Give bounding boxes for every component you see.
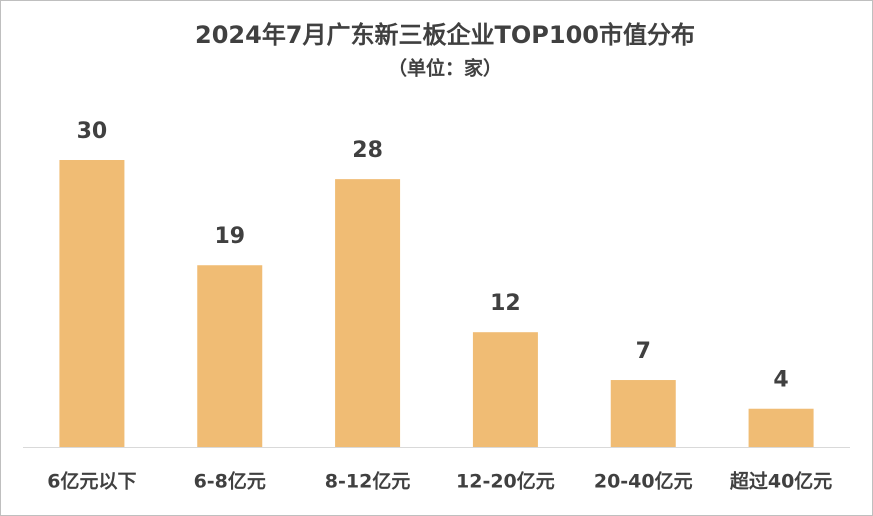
chart-subtitle: （单位：家） (388, 57, 502, 80)
x-tick-label: 超过40亿元 (729, 470, 832, 493)
bar (197, 265, 263, 447)
bar (59, 160, 125, 447)
value-label: 19 (214, 224, 245, 249)
x-tick-label: 8-12亿元 (325, 470, 411, 493)
chart-title: 2024年7月广东新三板企业TOP100市值分布 (195, 21, 695, 49)
bar (335, 179, 401, 447)
bar (610, 380, 676, 447)
x-tick-label: 6亿元以下 (47, 470, 136, 493)
value-label: 30 (77, 119, 108, 144)
x-tick-label: 20-40亿元 (594, 470, 693, 493)
bar (472, 332, 538, 447)
bar (748, 408, 814, 447)
value-label: 28 (352, 138, 383, 163)
x-tick-label: 12-20亿元 (456, 470, 555, 493)
value-label: 7 (636, 339, 651, 364)
value-label: 4 (773, 368, 788, 393)
value-label: 12 (490, 291, 521, 316)
x-tick-label: 6-8亿元 (194, 470, 266, 493)
